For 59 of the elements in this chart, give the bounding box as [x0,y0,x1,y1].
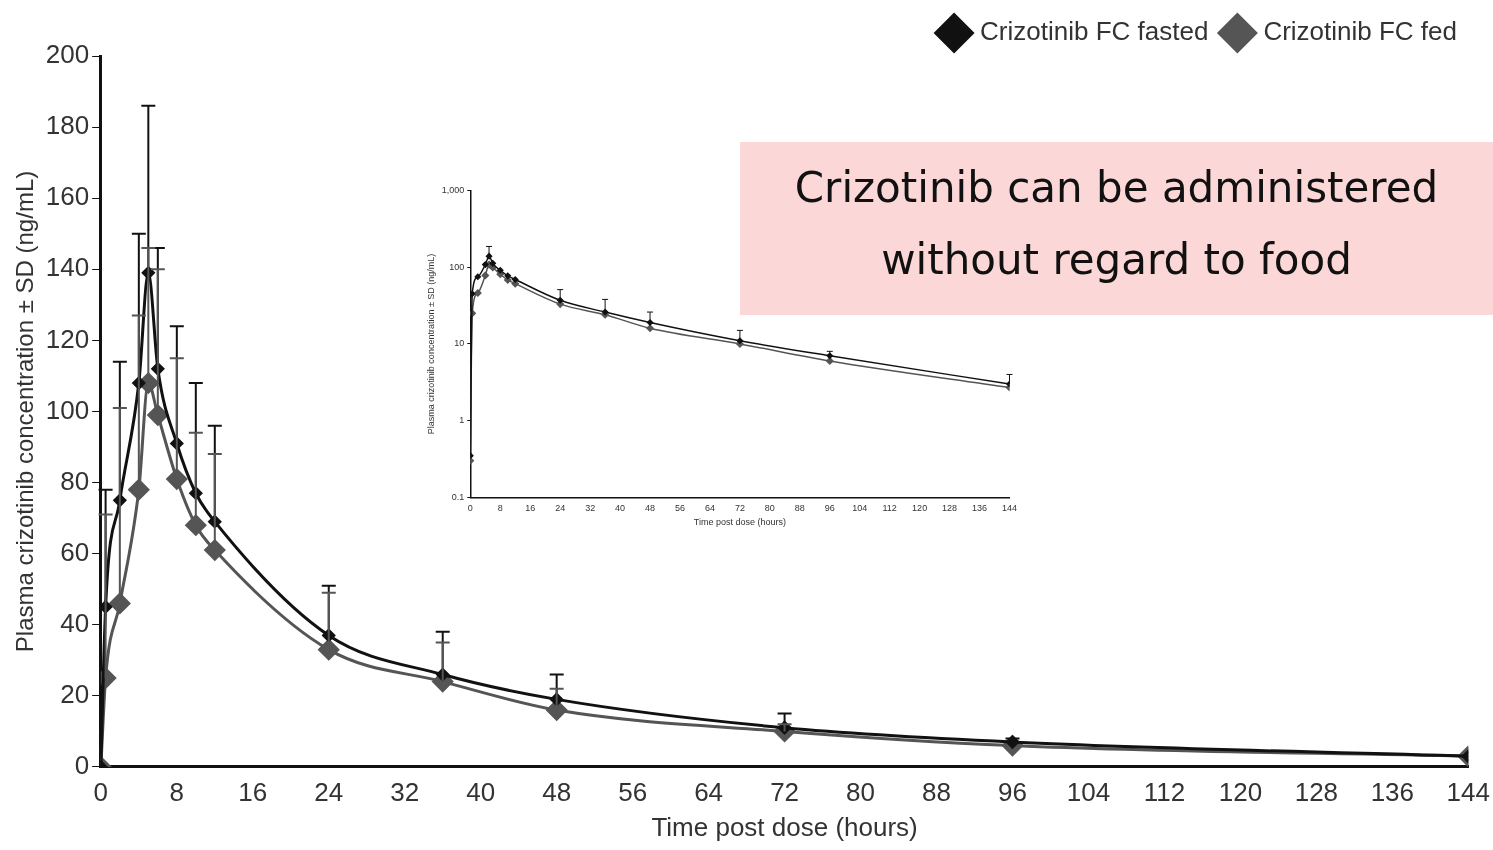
x-tick-label: 16 [238,777,268,808]
y-tick-label: 20 [60,679,90,710]
y-tick-label: 200 [45,39,90,70]
y-tick-label: 1,000 [441,184,465,195]
x-tick-label: 0 [467,503,473,514]
x-tick-label: 8 [497,503,503,514]
x-axis-title: Time post dose (hours) [693,517,787,528]
x-tick-label: 80 [846,777,876,808]
x-tick-label: 64 [694,777,724,808]
x-tick-label: 48 [542,777,572,808]
x-tick-label: 96 [998,777,1027,808]
y-tick-label: 160 [45,181,90,212]
legend-label: Crizotinib FC fasted [980,16,1209,47]
x-tick-label: 120 [912,503,928,514]
x-tick-label: 32 [390,777,420,808]
x-tick-label: 16 [525,503,536,514]
x-tick-label: 136 [972,503,988,514]
x-tick-label: 24 [555,503,566,514]
x-tick-label: 64 [704,503,715,514]
x-tick-label: 0 [93,777,109,808]
x-tick-label: 24 [314,777,344,808]
y-axis-title: Plasma crizotinib concentration ± SD (ng/mL) [11,170,39,653]
y-tick-label: 100 [449,261,465,272]
x-tick-label: 88 [922,777,951,808]
y-tick-label: 140 [45,252,90,283]
annotation: Crizotinib can be administered without regard to food [740,142,1493,315]
y-tick-label: 180 [45,110,90,141]
x-tick-label: 56 [618,777,648,808]
x-axis-title: Time post dose (hours) [651,811,918,842]
x-tick-label: 120 [1218,777,1263,808]
x-tick-label: 72 [734,503,745,514]
x-tick-label: 32 [585,503,596,514]
x-tick-label: 48 [645,503,656,514]
x-tick-label: 144 [1446,777,1491,808]
x-tick-label: 40 [615,503,626,514]
y-axis-title: Plasma crizotinib concentration ± SD (ng/mL) [425,253,436,435]
x-tick-label: 104 [852,503,868,514]
x-tick-label: 56 [674,503,686,514]
legend-label: Crizotinib FC fed [1263,16,1458,47]
x-tick-label: 72 [770,777,800,808]
x-tick-label: 128 [942,503,958,514]
y-tick-label: 0 [74,750,90,781]
x-tick-label: 128 [1294,777,1339,808]
y-tick-label: 60 [60,536,90,567]
x-tick-label: 8 [169,777,185,808]
x-tick-label: 96 [824,503,835,514]
x-tick-label: 144 [1001,503,1018,514]
y-tick-label: 10 [454,338,465,349]
x-tick-label: 136 [1370,777,1415,808]
x-tick-label: 88 [794,503,805,514]
y-tick-label: 0.1 [451,491,465,502]
x-tick-label: 112 [882,503,897,514]
y-tick-label: 1 [459,415,465,426]
x-tick-label: 112 [1143,777,1186,808]
x-tick-label: 104 [1066,777,1111,808]
y-tick-label: 40 [60,607,90,638]
y-tick-label: 100 [45,394,90,425]
x-tick-label: 80 [764,503,775,514]
y-tick-label: 120 [45,323,90,354]
